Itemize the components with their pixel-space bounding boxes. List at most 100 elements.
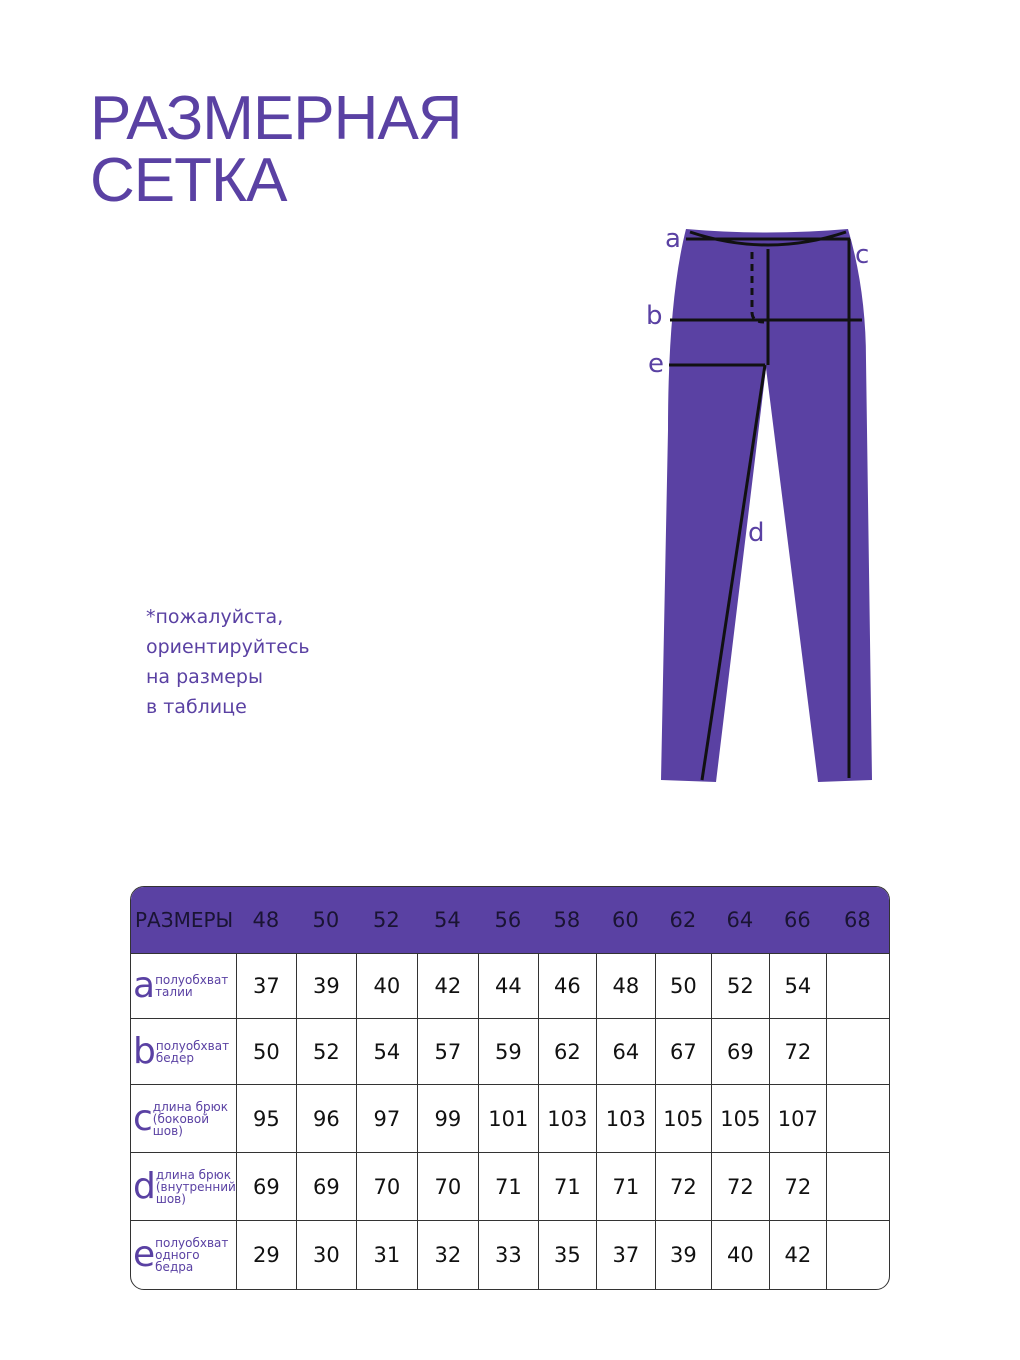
table-cell: 69	[710, 1018, 769, 1084]
table-cell: 50	[654, 953, 711, 1018]
label-a: a	[665, 224, 681, 254]
table-cell: 103	[537, 1084, 596, 1152]
table-row: e полуобхват одного бедра 29 30 31 32 33 35 37 39 40…	[131, 1220, 889, 1289]
page-title: РАЗМЕРНАЯ СЕТКА	[90, 84, 463, 215]
table-cell: 37	[595, 1220, 655, 1289]
table-cell: 30	[295, 1220, 356, 1289]
pants-shape	[661, 229, 872, 782]
table-cell: 32	[416, 1220, 478, 1289]
table-cell: 40	[710, 1220, 769, 1289]
table-cell: 72	[654, 1152, 711, 1220]
table-cell: 52	[295, 1018, 356, 1084]
title-line-1: РАЗМЕРНАЯ	[90, 84, 463, 153]
row-description: полуобхват бедер	[156, 1040, 229, 1064]
label-e: e	[648, 349, 664, 379]
header-size: 62	[654, 887, 711, 953]
table-cell: 101	[477, 1084, 538, 1152]
table-cell: 95	[235, 1084, 296, 1152]
table-cell: 48	[595, 953, 655, 1018]
table-cell: 31	[355, 1220, 417, 1289]
table-cell: 67	[654, 1018, 711, 1084]
row-letter: a	[133, 965, 156, 1006]
row-description: длина брюк (боковой шов)	[153, 1101, 228, 1137]
header-size: 64	[710, 887, 769, 953]
table-header-row: РАЗМЕРЫ 48 50 52 54 56 58 60 62 64 66 68	[131, 887, 889, 953]
table-cell: 57	[416, 1018, 478, 1084]
row-description: полуобхват талии	[155, 974, 228, 998]
table-cell: 62	[537, 1018, 596, 1084]
row-description: длина брюк (внутренний шов)	[156, 1169, 236, 1205]
header-size: 52	[355, 887, 417, 953]
table-cell: 40	[355, 953, 417, 1018]
header-size: 50	[295, 887, 356, 953]
header-size: 54	[416, 887, 478, 953]
table-cell: 69	[235, 1152, 296, 1220]
header-size: 58	[537, 887, 596, 953]
note-line: ориентируйтесь	[146, 636, 310, 658]
table-cell: 71	[595, 1152, 655, 1220]
table-cell: 70	[416, 1152, 478, 1220]
table-cell: 105	[710, 1084, 769, 1152]
table-cell: 42	[416, 953, 478, 1018]
row-label: a полуобхват талии	[131, 953, 236, 1018]
row-label: d длина брюк (внутренний шов)	[131, 1152, 236, 1220]
table-cell: 37	[235, 953, 296, 1018]
row-description-line: полуобхват	[155, 973, 229, 987]
table-cell: 46	[537, 953, 596, 1018]
row-description-line: бедер	[155, 1050, 194, 1065]
header-sizes-label: РАЗМЕРЫ	[131, 887, 236, 953]
table-cell: 54	[355, 1018, 417, 1084]
table-cell: 72	[710, 1152, 769, 1220]
table-cell: 71	[477, 1152, 538, 1220]
row-label: b полуобхват бедер	[131, 1018, 236, 1084]
table-row: d длина брюк (внутренний шов) 69 69 70 70 71 71 71…	[131, 1152, 889, 1220]
row-description-line: шов)	[152, 1123, 183, 1138]
row-description-line: (боковой	[152, 1111, 210, 1126]
table-cell: 33	[477, 1220, 538, 1289]
row-description-line: талии	[155, 985, 193, 999]
note-text: *пожалуйста, ориентируйтесь на размеры в…	[146, 602, 310, 722]
row-description-line: длина брюк	[152, 1099, 228, 1114]
table-cell: 64	[595, 1018, 655, 1084]
table-cell: 29	[235, 1220, 296, 1289]
table-cell: 96	[295, 1084, 356, 1152]
table-cell: 42	[768, 1220, 826, 1289]
table-cell: 69	[295, 1152, 356, 1220]
table-cell: 97	[355, 1084, 417, 1152]
table-cell: 52	[710, 953, 769, 1018]
table-cell: 39	[654, 1220, 711, 1289]
table-cell	[825, 1084, 889, 1152]
table-cell	[825, 953, 889, 1018]
row-description-line: бедра	[155, 1260, 194, 1274]
title-line-2: СЕТКА	[90, 146, 287, 215]
row-description: полуобхват одного бедра	[155, 1237, 228, 1273]
note-line: на размеры	[146, 666, 263, 688]
table-cell: 59	[477, 1018, 538, 1084]
header-size: 66	[768, 887, 826, 953]
note-line: *пожалуйста,	[146, 606, 284, 628]
row-label: e полуобхват одного бедра	[131, 1220, 236, 1289]
table-cell	[825, 1152, 889, 1220]
size-table: РАЗМЕРЫ 48 50 52 54 56 58 60 62 64 66 68 a полуобхв…	[130, 886, 890, 1290]
header-size: 56	[477, 887, 538, 953]
table-row: b полуобхват бедер 50 52 54 57 59 62 64 67 69 72	[131, 1018, 889, 1084]
pants-diagram: a b c d e	[646, 224, 872, 782]
row-description-line: длина брюк	[155, 1167, 232, 1182]
table-cell: 103	[595, 1084, 655, 1152]
table-cell	[825, 1220, 889, 1289]
header-size: 68	[825, 887, 889, 953]
row-letter: c	[133, 1097, 153, 1139]
table-cell: 105	[654, 1084, 711, 1152]
header-size: 48	[235, 887, 296, 953]
table-cell: 99	[416, 1084, 478, 1152]
row-letter: b	[133, 1030, 156, 1072]
note-line: в таблице	[146, 696, 247, 718]
table-row: c длина брюк (боковой шов) 95 96 97 99 101 103 103…	[131, 1084, 889, 1152]
table-cell: 107	[768, 1084, 826, 1152]
row-label: c длина брюк (боковой шов)	[131, 1084, 236, 1152]
table-cell: 35	[537, 1220, 596, 1289]
label-b: b	[646, 301, 663, 331]
table-cell: 70	[355, 1152, 417, 1220]
fly-stitch	[750, 252, 765, 324]
